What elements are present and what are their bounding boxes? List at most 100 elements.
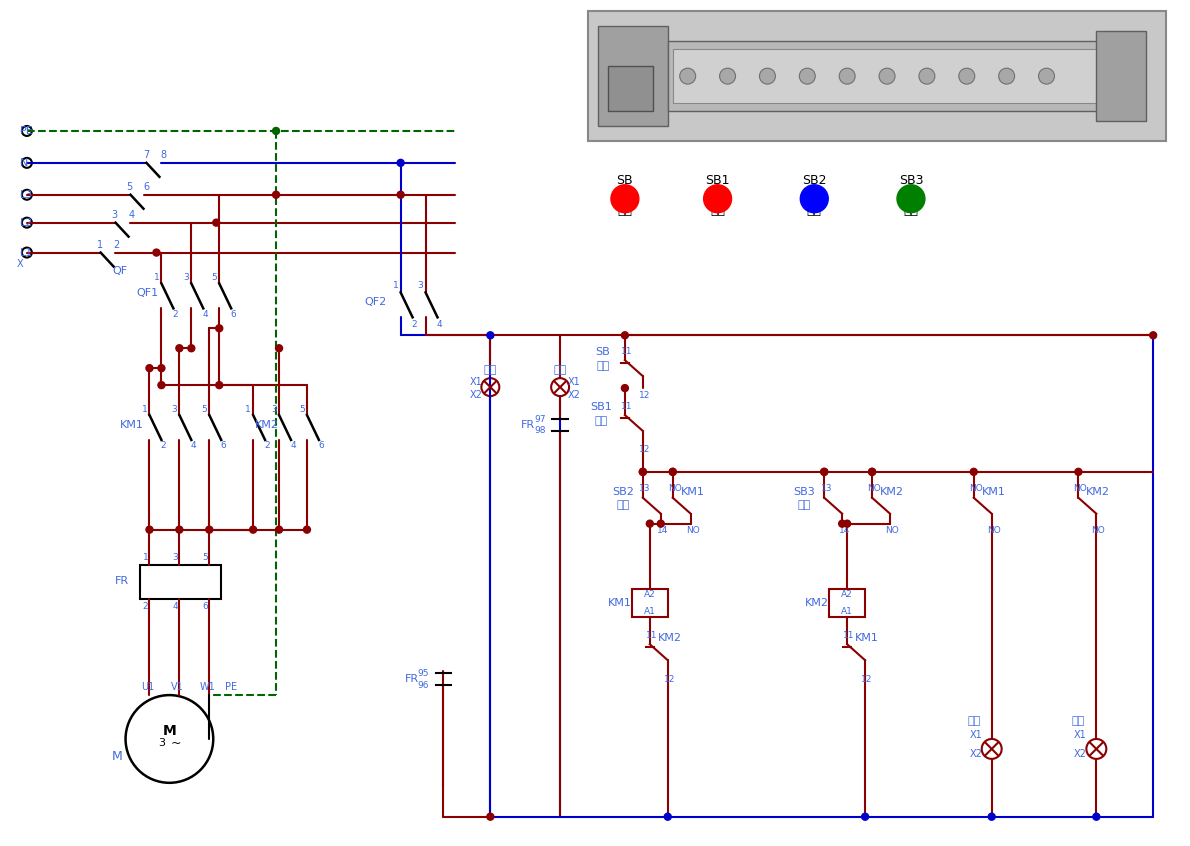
Text: NO: NO xyxy=(1091,526,1106,536)
Bar xyxy=(599,26,668,126)
Text: 4: 4 xyxy=(173,602,178,611)
Text: W1: W1 xyxy=(200,682,215,692)
Text: 1: 1 xyxy=(245,404,251,414)
Circle shape xyxy=(801,184,828,212)
Text: NO: NO xyxy=(868,484,881,493)
Circle shape xyxy=(862,813,869,820)
Text: 11: 11 xyxy=(621,347,633,355)
Text: N: N xyxy=(20,158,29,168)
Text: 反转: 反转 xyxy=(1072,716,1085,726)
Circle shape xyxy=(897,184,925,212)
Text: X1: X1 xyxy=(470,377,483,387)
Text: X2: X2 xyxy=(970,749,982,759)
Text: 2: 2 xyxy=(143,602,149,611)
Text: 2: 2 xyxy=(113,239,120,250)
Circle shape xyxy=(679,69,696,84)
Circle shape xyxy=(250,526,257,533)
Text: A2: A2 xyxy=(644,590,656,599)
Text: SB3: SB3 xyxy=(898,174,923,187)
Circle shape xyxy=(1150,332,1157,338)
Text: 3: 3 xyxy=(171,404,177,414)
Bar xyxy=(672,49,1121,103)
Circle shape xyxy=(276,345,282,352)
Circle shape xyxy=(639,469,646,475)
Circle shape xyxy=(821,469,828,475)
Bar xyxy=(632,590,668,618)
Text: 2: 2 xyxy=(161,442,167,450)
Bar xyxy=(608,66,653,111)
Circle shape xyxy=(664,813,671,820)
Text: KM2: KM2 xyxy=(806,598,829,608)
Text: KM1: KM1 xyxy=(119,420,144,430)
Text: 97: 97 xyxy=(534,415,546,424)
Text: 电源: 电源 xyxy=(483,365,497,375)
Text: 正转: 正转 xyxy=(616,500,630,510)
Text: 5: 5 xyxy=(201,404,207,414)
Circle shape xyxy=(487,813,494,820)
Circle shape xyxy=(487,332,494,338)
Circle shape xyxy=(669,469,676,475)
Text: 3: 3 xyxy=(173,553,178,562)
Circle shape xyxy=(188,345,195,352)
Text: 14: 14 xyxy=(839,526,850,536)
Text: 6: 6 xyxy=(202,602,208,611)
Text: X2: X2 xyxy=(1073,749,1086,759)
Circle shape xyxy=(759,69,776,84)
Text: FR: FR xyxy=(405,674,419,684)
Text: V1: V1 xyxy=(171,682,183,692)
Circle shape xyxy=(215,382,223,388)
Circle shape xyxy=(657,520,664,527)
Circle shape xyxy=(621,332,628,338)
Text: X2: X2 xyxy=(568,390,581,400)
Text: SB2: SB2 xyxy=(612,486,634,497)
Text: L1: L1 xyxy=(20,248,33,257)
Text: M: M xyxy=(163,724,176,738)
Text: 4: 4 xyxy=(290,442,296,450)
Text: 8: 8 xyxy=(161,150,167,160)
Text: FR: FR xyxy=(521,420,536,430)
Text: 急停: 急停 xyxy=(618,204,632,217)
Text: NO: NO xyxy=(969,484,983,493)
Text: 2: 2 xyxy=(173,310,178,319)
Text: X1: X1 xyxy=(568,377,581,387)
Text: 98: 98 xyxy=(534,426,546,436)
Text: QF: QF xyxy=(112,266,127,276)
Text: KM1: KM1 xyxy=(681,486,704,497)
Text: SB1: SB1 xyxy=(590,402,612,412)
Circle shape xyxy=(158,382,165,388)
Text: 正转: 正转 xyxy=(967,716,981,726)
Circle shape xyxy=(176,526,183,533)
Text: KM1: KM1 xyxy=(982,486,1006,497)
Text: PE: PE xyxy=(225,682,237,692)
Text: 停止: 停止 xyxy=(594,416,608,426)
Circle shape xyxy=(273,128,280,135)
Text: KM2: KM2 xyxy=(881,486,904,497)
Circle shape xyxy=(998,69,1015,84)
Text: NO: NO xyxy=(685,526,700,536)
Text: KM2: KM2 xyxy=(658,634,682,643)
Circle shape xyxy=(397,191,405,198)
Circle shape xyxy=(639,469,646,475)
Text: X: X xyxy=(17,259,24,268)
Text: 2: 2 xyxy=(412,320,418,329)
Text: 2: 2 xyxy=(264,442,270,450)
Bar xyxy=(1096,31,1146,121)
Text: QF2: QF2 xyxy=(364,298,387,307)
Circle shape xyxy=(273,191,280,198)
Text: NO: NO xyxy=(1073,484,1088,493)
Text: 正转: 正转 xyxy=(807,204,822,217)
Text: A1: A1 xyxy=(841,607,853,616)
Text: 6: 6 xyxy=(318,442,324,450)
Circle shape xyxy=(970,469,977,475)
Text: L2: L2 xyxy=(20,217,33,228)
Circle shape xyxy=(839,520,846,527)
Circle shape xyxy=(669,469,676,475)
Text: A2: A2 xyxy=(841,590,853,599)
Text: ~: ~ xyxy=(170,737,181,750)
Text: 1: 1 xyxy=(96,239,102,250)
Circle shape xyxy=(959,69,975,84)
Circle shape xyxy=(276,526,282,533)
Text: L3: L3 xyxy=(20,190,33,200)
Text: X2: X2 xyxy=(470,390,483,400)
Text: 7: 7 xyxy=(143,150,150,160)
